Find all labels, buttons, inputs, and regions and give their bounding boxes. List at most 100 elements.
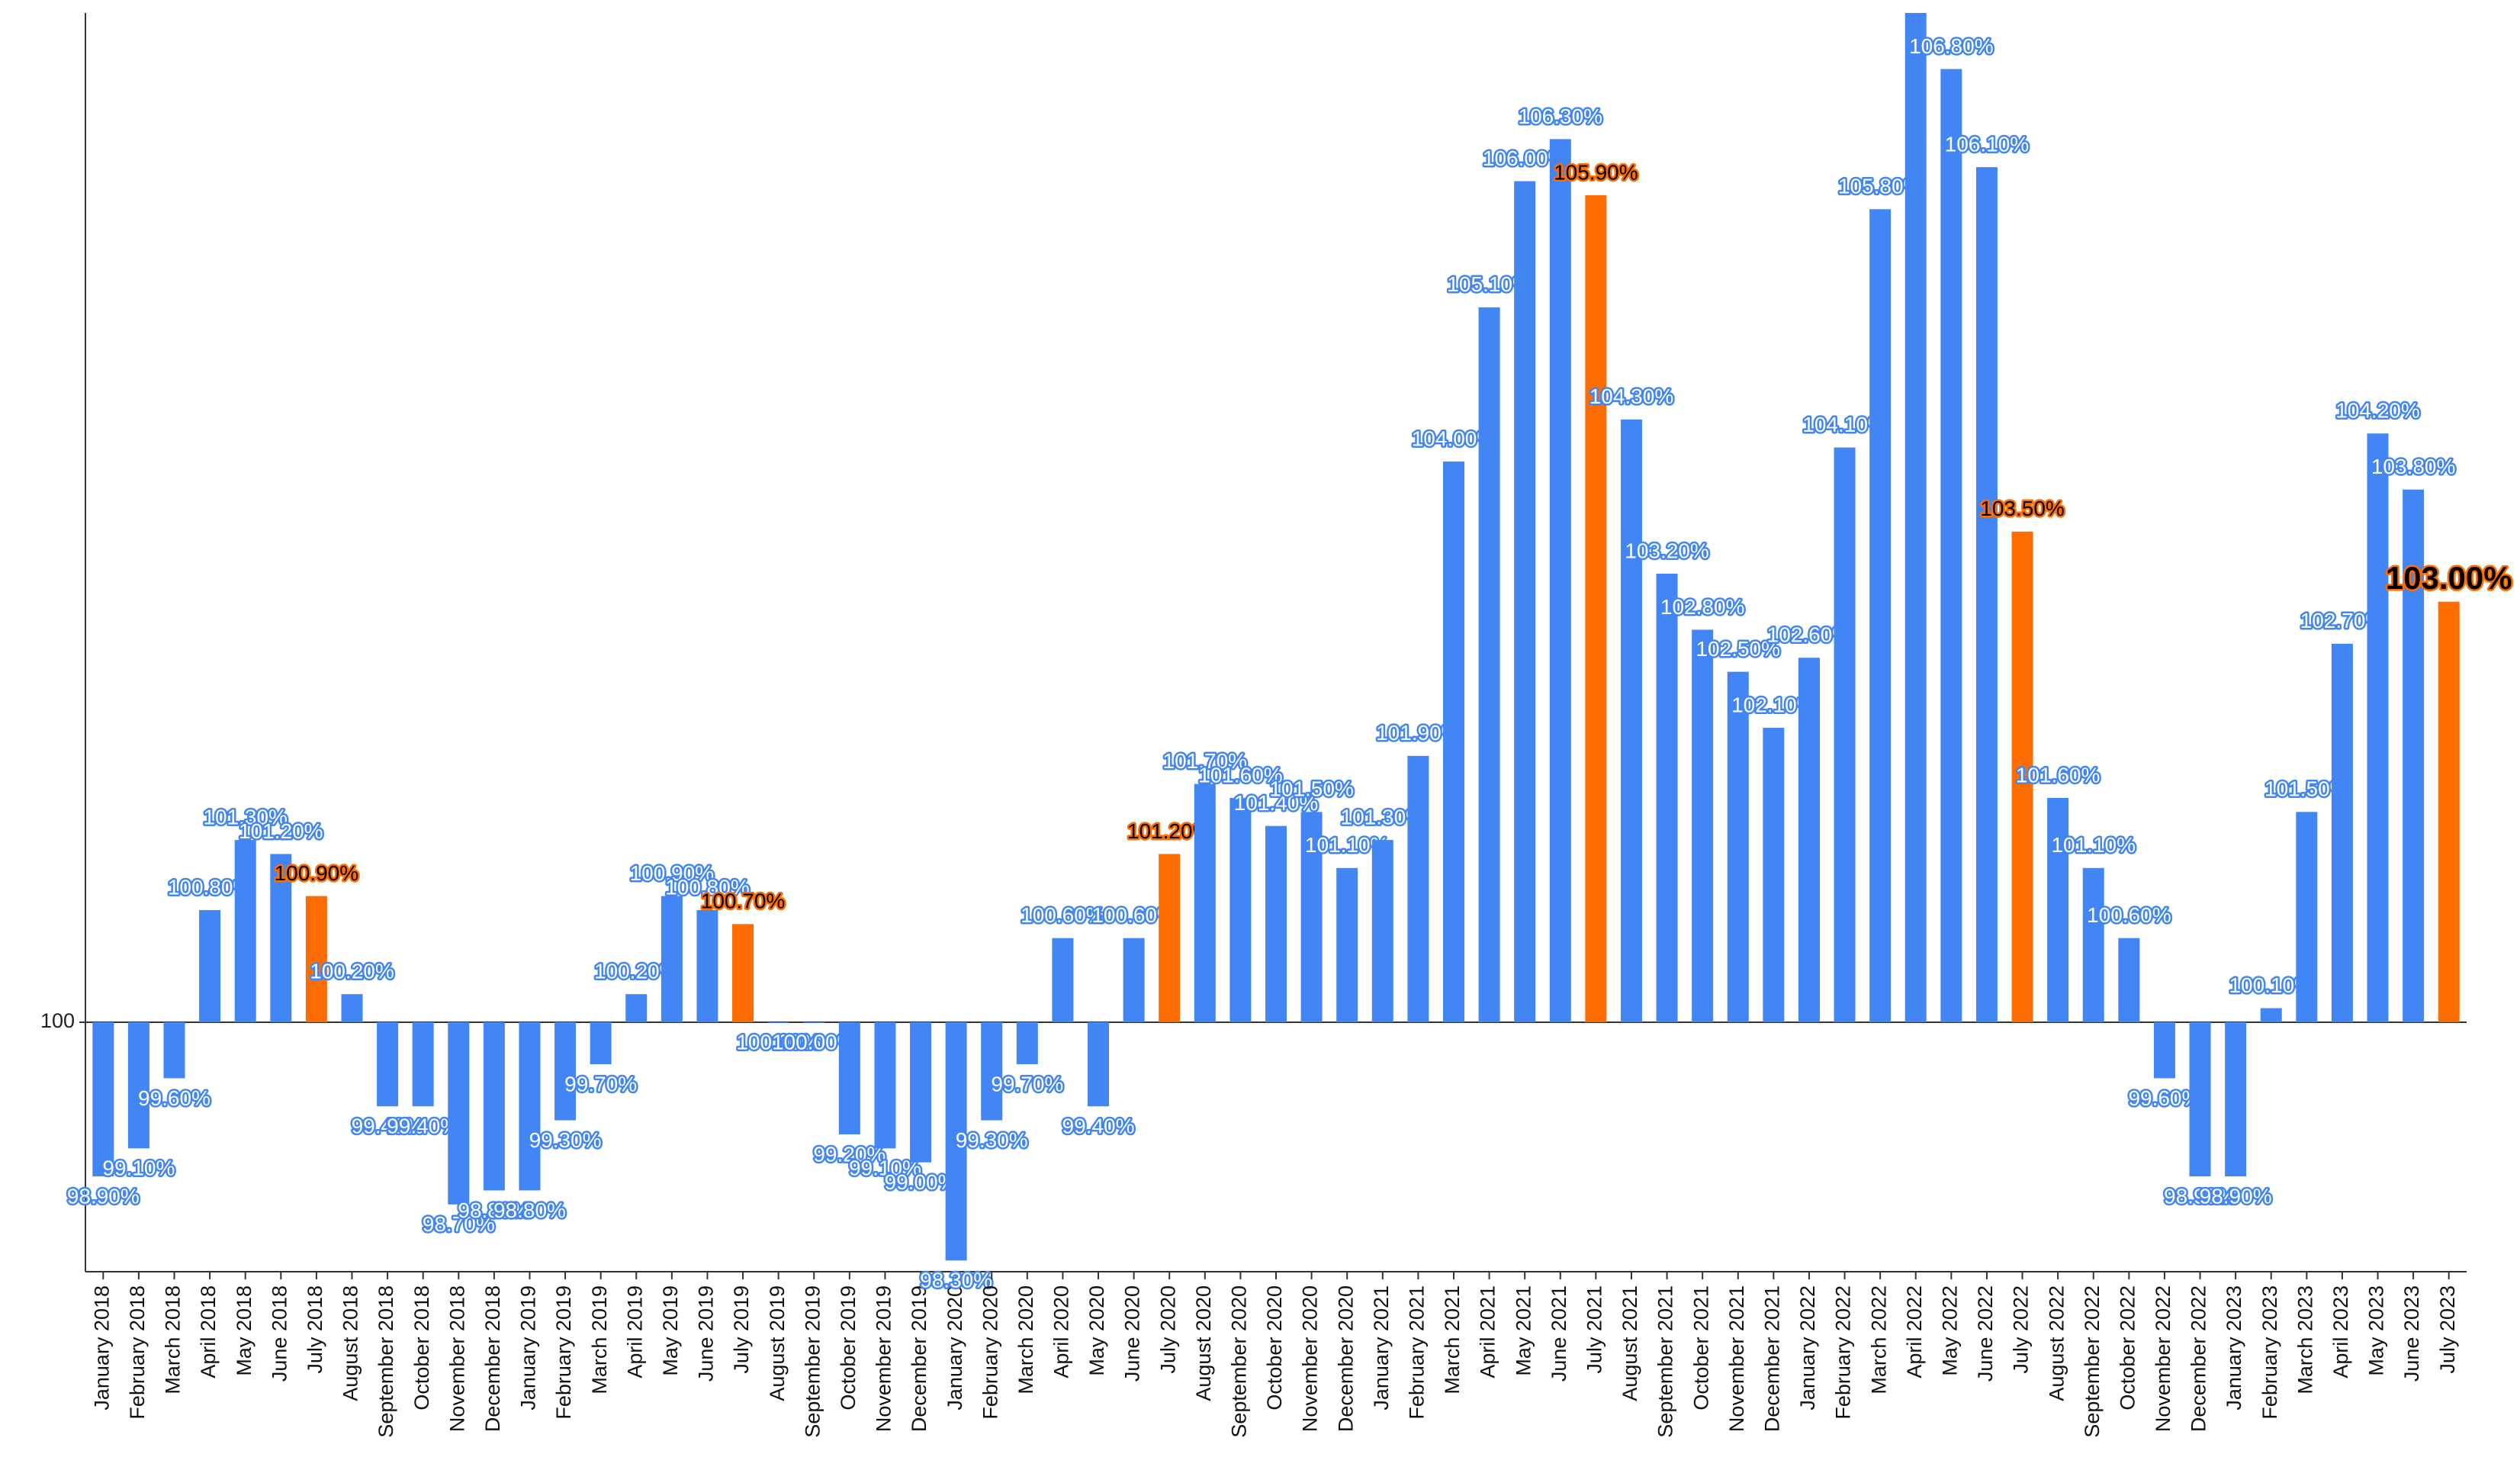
bar — [1194, 783, 1216, 1022]
x-tick-label: October 2019 — [837, 1285, 860, 1411]
bar — [412, 1021, 434, 1107]
x-tick-label: October 2020 — [1263, 1285, 1286, 1411]
bar — [305, 896, 327, 1022]
bar — [981, 1021, 1003, 1121]
x-tick-label: June 2020 — [1121, 1285, 1144, 1382]
x-tick-label: January 2019 — [517, 1285, 540, 1411]
x-tick-label: January 2023 — [2223, 1285, 2245, 1411]
x-tick-label: May 2022 — [1938, 1285, 1961, 1376]
bar — [1088, 1021, 1110, 1107]
value-label: 107.20% — [1873, 0, 1958, 2]
x-tick-label: November 2018 — [445, 1285, 468, 1432]
bar — [1549, 139, 1571, 1022]
value-label: 101.50% — [1269, 777, 1354, 801]
bar — [910, 1021, 932, 1163]
bar — [1692, 629, 1714, 1022]
x-tick-label: August 2019 — [766, 1285, 789, 1401]
bar — [1123, 938, 1145, 1022]
bar — [945, 1021, 967, 1261]
x-tick-label: April 2021 — [1477, 1285, 1499, 1379]
x-tick-label: May 2020 — [1085, 1285, 1108, 1376]
x-tick-label: May 2019 — [659, 1285, 682, 1376]
value-label: 100.70% — [701, 890, 786, 913]
x-tick-label: June 2022 — [1974, 1285, 1997, 1382]
bar — [2118, 938, 2140, 1022]
x-tick-label: October 2022 — [2116, 1285, 2139, 1411]
x-tick-label: September 2020 — [1228, 1285, 1251, 1438]
x-tick-label: January 2021 — [1370, 1285, 1393, 1411]
value-label: 101.10% — [2051, 833, 2136, 857]
value-label: 98.90% — [2200, 1184, 2272, 1208]
bar — [803, 1021, 825, 1023]
x-tick-label: July 2022 — [2010, 1285, 2033, 1374]
value-label: 98.90% — [67, 1184, 140, 1208]
x-tick-label: January 2022 — [1796, 1285, 1819, 1411]
x-tick-label: April 2019 — [623, 1285, 646, 1379]
value-label: 99.70% — [564, 1072, 637, 1095]
bar — [1229, 797, 1252, 1022]
value-label: 100.80% — [665, 875, 750, 899]
bar — [127, 1021, 149, 1149]
x-tick-label: September 2022 — [2081, 1285, 2104, 1438]
value-label: 98.70% — [423, 1212, 495, 1236]
value-label: 98.80% — [493, 1198, 566, 1222]
x-tick-label: March 2020 — [1014, 1285, 1037, 1395]
x-tick-label: March 2022 — [1867, 1285, 1890, 1395]
x-tick-label: September 2019 — [801, 1285, 824, 1438]
bar — [1869, 209, 1892, 1022]
value-label: 99.40% — [1062, 1115, 1135, 1138]
x-tick-label: November 2020 — [1299, 1285, 1322, 1432]
x-tick-label: February 2018 — [126, 1285, 149, 1420]
value-label: 101.60% — [1198, 763, 1283, 787]
bar — [2153, 1021, 2175, 1079]
bar — [2403, 489, 2425, 1022]
bar — [1834, 447, 1856, 1022]
bar — [1940, 69, 1962, 1022]
x-tick-label: September 2018 — [374, 1285, 397, 1438]
x-tick-label: April 2023 — [2329, 1285, 2352, 1379]
value-label: 100.90% — [630, 861, 715, 885]
x-tick-label: March 2023 — [2293, 1285, 2316, 1395]
x-tick-label: July 2023 — [2436, 1285, 2459, 1374]
x-tick-label: April 2018 — [197, 1285, 220, 1379]
x-tick-label: March 2021 — [1441, 1285, 1464, 1395]
bar — [1763, 728, 1785, 1022]
value-label: 98.80% — [458, 1198, 530, 1222]
x-tick-label: June 2021 — [1548, 1285, 1570, 1382]
value-label: 102.50% — [1696, 637, 1780, 661]
x-tick-label: August 2021 — [1618, 1285, 1641, 1401]
x-tick-label: October 2018 — [410, 1285, 433, 1411]
value-label: 99.60% — [138, 1086, 211, 1110]
x-tick-label: February 2023 — [2258, 1285, 2281, 1420]
bar — [1904, 13, 1927, 1022]
bar — [92, 1021, 114, 1177]
bar — [2047, 797, 2069, 1022]
x-tick-label: July 2018 — [304, 1285, 326, 1374]
value-label: 106.30% — [1519, 105, 1603, 128]
x-tick-label: April 2020 — [1050, 1285, 1073, 1379]
bar — [767, 1021, 789, 1023]
value-label: 99.10% — [849, 1157, 921, 1180]
x-tick-label: May 2023 — [2365, 1285, 2388, 1376]
bar — [483, 1021, 505, 1191]
bar — [2331, 643, 2353, 1022]
x-tick-label: November 2022 — [2152, 1285, 2174, 1432]
value-label: 100.60% — [1021, 903, 1105, 927]
bar — [1159, 854, 1181, 1022]
x-tick-label: February 2019 — [552, 1285, 575, 1420]
value-label: 104.20% — [2335, 399, 2420, 423]
x-tick-label: February 2021 — [1406, 1285, 1429, 1420]
value-label: 102.80% — [1660, 595, 1745, 619]
value-label: 99.10% — [102, 1157, 175, 1180]
value-label: 98.90% — [2164, 1184, 2236, 1208]
bar — [1727, 671, 1749, 1022]
bar — [696, 909, 718, 1022]
bar — [732, 924, 754, 1022]
bar — [554, 1021, 577, 1121]
bar — [1798, 658, 1820, 1022]
x-tick-label: October 2021 — [1689, 1285, 1712, 1411]
value-label: 100.00% — [736, 1030, 821, 1054]
x-tick-label: March 2018 — [162, 1285, 185, 1395]
value-label: 101.20% — [239, 819, 323, 843]
